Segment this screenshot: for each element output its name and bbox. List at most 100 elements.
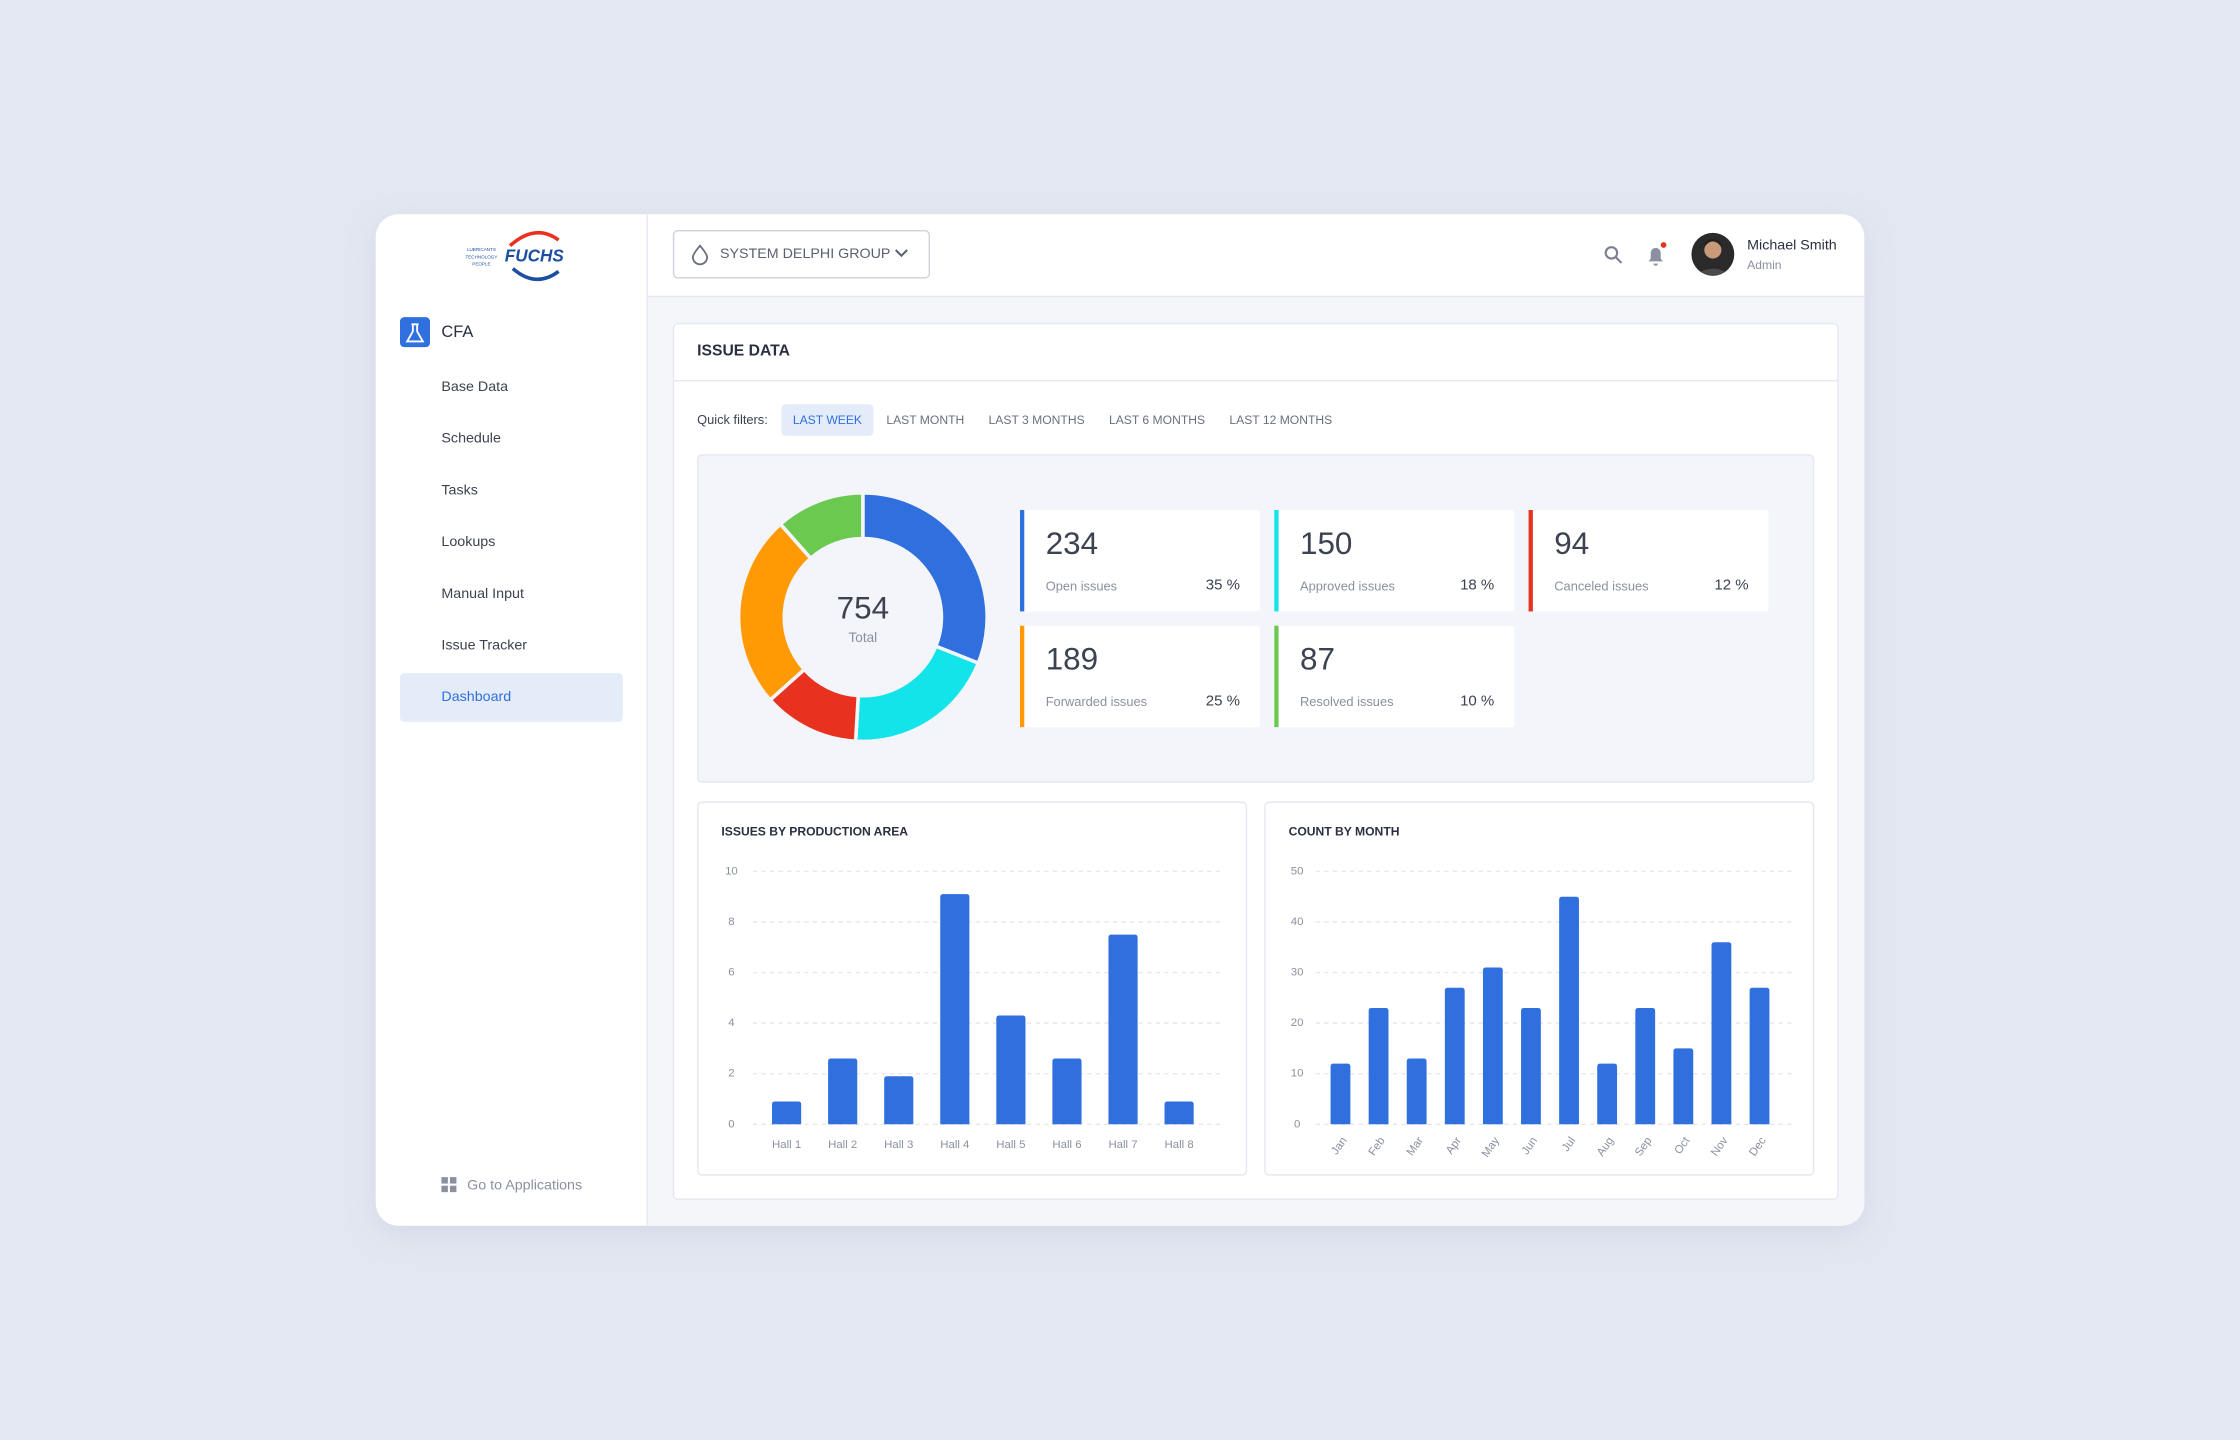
filter-chip[interactable]: LAST 12 MONTHS [1229, 413, 1332, 427]
stat-label: Forwarded issues [1046, 694, 1147, 709]
menu-item[interactable]: Schedule [441, 431, 501, 447]
x-tick-label: Hall 2 [828, 1139, 857, 1151]
bar [1711, 942, 1732, 1125]
y-tick-label: 2 [728, 1068, 734, 1080]
stat-card: 87 Resolved issues 10 % [1274, 625, 1515, 728]
filter-chip-label: LAST MONTH [886, 413, 964, 427]
footer-link: Go to Applications [467, 1177, 582, 1193]
filter-chip-label: LAST WEEK [793, 413, 862, 427]
bar [1108, 934, 1138, 1125]
flask-icon [405, 323, 425, 343]
donut-segment [861, 491, 989, 666]
notification-dot [1660, 242, 1667, 248]
y-tick-label: 4 [728, 1017, 735, 1029]
y-tick-label: 8 [728, 916, 734, 928]
bar [1521, 1007, 1541, 1125]
stat-share: 18 % [1460, 577, 1494, 594]
filter-chip-label: LAST 12 MONTHS [1229, 413, 1332, 427]
filter-chip[interactable]: LAST WEEK [781, 404, 874, 436]
logo-tagline: PEOPLE [472, 261, 490, 266]
go-to-applications[interactable]: Go to Applications [441, 1177, 582, 1193]
stat-card: 150 Approved issues 18 % [1274, 510, 1515, 612]
donut-segment [736, 521, 814, 703]
menu-item-label: Schedule [441, 431, 501, 447]
bar [1673, 1048, 1694, 1125]
app-name: CFA [441, 323, 473, 341]
app-switch[interactable]: CFA [400, 317, 473, 348]
menu-item[interactable]: Tasks [441, 482, 477, 498]
sidebar-menu: Base Data Schedule Tasks Lookups Manual Inpu… [400, 379, 623, 722]
stat-card-accent [1528, 510, 1533, 612]
stat-label: Resolved issues [1300, 694, 1394, 709]
panel-title: ISSUE DATA [697, 343, 790, 360]
search-icon [1614, 256, 1623, 264]
stat-label: Canceled issues [1554, 579, 1648, 594]
logo-tagline: LUBRICANTS [467, 247, 496, 252]
apps-icon [450, 1177, 457, 1184]
search-button[interactable] [1604, 246, 1623, 264]
stat-share: 35 % [1206, 577, 1240, 594]
menu-item[interactable]: Base Data [441, 379, 508, 395]
stat-card: 189 Forwarded issues 25 % [1020, 625, 1260, 728]
stat-value: 189 [1046, 642, 1098, 677]
dropdown-label: SYSTEM DELPHI GROUP [720, 246, 890, 262]
stat-value: 87 [1300, 642, 1335, 677]
donut-total-label: Total [849, 630, 878, 645]
menu-item-label: Dashboard [441, 689, 511, 705]
filter-chip-label: LAST 3 MONTHS [989, 413, 1085, 427]
y-tick-label: 10 [1291, 1068, 1304, 1080]
stat-label: Approved issues [1300, 579, 1395, 594]
stat-value: 150 [1300, 526, 1352, 561]
menu-item[interactable]: Issue Tracker [441, 637, 527, 653]
menu-item[interactable]: Lookups [441, 534, 495, 550]
search-icon [1604, 246, 1619, 260]
stat-card-bg [1528, 510, 1769, 612]
bar [1164, 1101, 1194, 1125]
donut-segment [777, 491, 865, 561]
x-tick-label: Hall 8 [1165, 1139, 1194, 1151]
x-tick-label: Hall 4 [940, 1139, 970, 1151]
dropdown-box [672, 230, 930, 279]
y-tick-label: 10 [725, 865, 738, 877]
stat-share: 10 % [1460, 692, 1494, 709]
apps-icon [441, 1185, 448, 1193]
stat-card: 234 Open issues 35 % [1020, 510, 1260, 612]
logo: FUCHS LUBRICANTS TECHNOLOGY PEOPLE [465, 230, 565, 282]
bar [772, 1101, 802, 1125]
filter-chip[interactable]: LAST MONTH [886, 413, 964, 427]
stat-value: 94 [1554, 526, 1589, 561]
logo-brand: FUCHS [505, 246, 565, 266]
bar [1749, 987, 1770, 1125]
app-icon [400, 317, 430, 348]
menu-item-label: Base Data [441, 379, 508, 395]
donut-total: 754 [837, 590, 889, 625]
menu-item-label: Tasks [441, 482, 477, 498]
menu-item[interactable]: Dashboard [400, 673, 623, 722]
filters-label: Quick filters: [697, 412, 768, 427]
stat-card-accent [1020, 510, 1025, 612]
stat-card-bg [1274, 510, 1515, 612]
bar [996, 1015, 1026, 1125]
bell-icon [1648, 247, 1663, 266]
notifications-button[interactable] [1648, 242, 1667, 266]
y-tick-label: 20 [1291, 1017, 1304, 1029]
y-tick-label: 0 [728, 1118, 734, 1130]
user-name: Michael Smith [1747, 237, 1837, 253]
y-tick-label: 30 [1291, 967, 1304, 979]
chevron [895, 249, 908, 258]
filter-chip-bg [781, 404, 874, 436]
bar [884, 1076, 914, 1125]
menu-item[interactable]: Manual Input [441, 586, 524, 602]
filter-chip-label: LAST 6 MONTHS [1109, 413, 1205, 427]
stat-label: Open issues [1046, 579, 1117, 594]
apps-icon [441, 1177, 448, 1184]
x-tick-label: Hall 1 [772, 1139, 801, 1151]
stat-card-accent [1020, 625, 1025, 728]
filter-chip[interactable]: LAST 3 MONTHS [989, 413, 1085, 427]
menu-item-label: Issue Tracker [441, 637, 527, 653]
filter-chip[interactable]: LAST 6 MONTHS [1109, 413, 1205, 427]
bar [1406, 1058, 1427, 1125]
group-dropdown[interactable]: SYSTEM DELPHI GROUP [672, 230, 930, 279]
stat-value: 234 [1046, 526, 1098, 561]
